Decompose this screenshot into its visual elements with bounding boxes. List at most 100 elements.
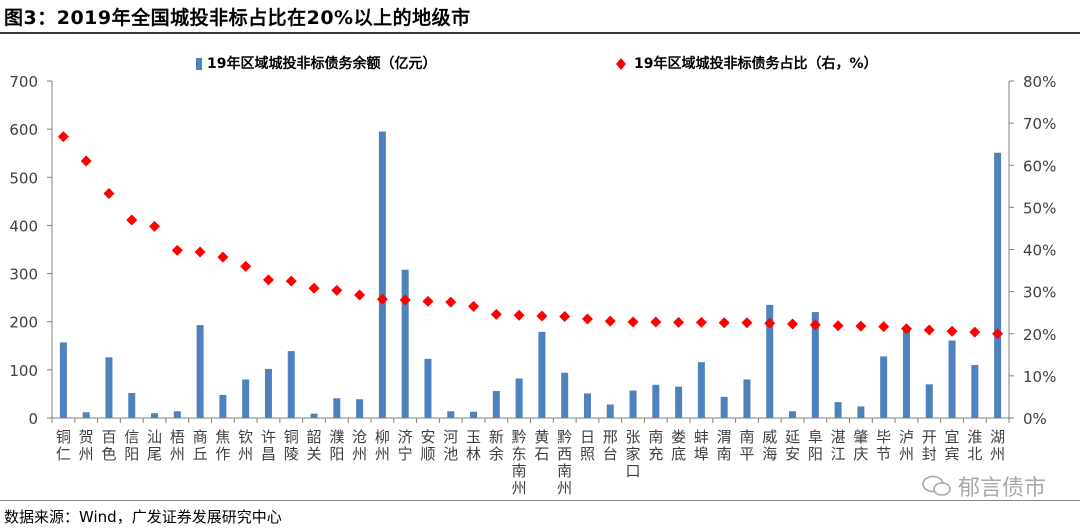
- bar-蚌埠: [697, 362, 705, 418]
- marker-信阳: [126, 214, 138, 226]
- marker-商丘: [194, 246, 206, 258]
- x-tick-label-邢台: 邢台: [603, 428, 618, 463]
- marker-沧州: [354, 289, 366, 301]
- x-tick-label-汕尾: 汕尾: [147, 428, 162, 463]
- bar-济宁: [401, 269, 409, 418]
- y-right-tick-label: 60%: [1023, 157, 1056, 175]
- y-left-tick-label: 400: [9, 217, 38, 235]
- x-tick-label-宜宾: 宜宾: [945, 428, 960, 463]
- x-tick-label-肇庆: 肇庆: [853, 428, 868, 463]
- bar-毕节: [880, 356, 888, 418]
- marker-韶关: [308, 282, 320, 294]
- x-tick-label-淮北: 淮北: [967, 428, 982, 463]
- x-tick-label-新余: 新余: [489, 428, 504, 463]
- x-tick-label-娄底: 娄底: [671, 428, 686, 463]
- bar-铜仁: [59, 342, 67, 418]
- y-left-tick-label: 0: [28, 410, 38, 428]
- marker-湛江: [832, 320, 844, 332]
- marker-蚌埠: [695, 316, 707, 328]
- y-right-tick-label: 30%: [1023, 284, 1056, 302]
- bar-威海: [766, 304, 774, 418]
- bar-濮阳: [333, 398, 341, 418]
- marker-黔东南州: [513, 309, 525, 321]
- x-tick-label-南平: 南平: [739, 428, 754, 463]
- axes: 0 100 200 300 400 500 600 700 0% 10% 20% 30% 40% 50% 6…: [9, 73, 1056, 428]
- marker-威海: [764, 317, 776, 329]
- bar-延安: [789, 411, 797, 418]
- marker-肇庆: [855, 320, 867, 332]
- chart-title: 图3：2019年全国城投非标占比在20%以上的地级市: [4, 7, 471, 29]
- x-tick-label-铜陵: 铜陵: [284, 428, 299, 463]
- x-tick-label-信阳: 信阳: [124, 428, 139, 463]
- x-tick-label-南充: 南充: [648, 428, 663, 463]
- x-tick-label-日照: 日照: [580, 428, 595, 463]
- marker-玉林: [468, 300, 480, 312]
- legend: 19年区域城投非标债务余额（亿元） 19年区域城投非标债务占比（右，%）: [196, 55, 878, 72]
- marker-日照: [581, 313, 593, 325]
- x-tick-label-黔西南州: 黔西南州: [557, 428, 572, 497]
- marker-淮北: [969, 326, 981, 338]
- x-tick-label-延安: 延安: [785, 428, 800, 463]
- source-note: 数据来源：Wind，广发证券发展研究中心: [4, 508, 282, 526]
- marker-济宁: [399, 294, 411, 306]
- bar-贺州: [82, 412, 90, 418]
- marker-邢台: [604, 315, 616, 327]
- x-tick-labels: 铜仁贺州百色信阳汕尾梧州商丘焦作钦州许昌铜陵韶关濮阳沧州柳州济宁安顺河池玉林新余…: [56, 428, 1005, 497]
- x-tick-label-沧州: 沧州: [352, 428, 367, 463]
- bar-汕尾: [151, 413, 159, 418]
- bar-渭南: [720, 396, 728, 418]
- y-right-tick-label: 40%: [1023, 242, 1056, 260]
- marker-钦州: [240, 260, 252, 272]
- marker-毕节: [878, 321, 890, 333]
- bar-河池: [447, 411, 455, 418]
- legend-swatch-bar: [196, 58, 202, 70]
- x-tick-label-铜仁: 铜仁: [56, 428, 71, 463]
- x-tick-label-泸州: 泸州: [899, 428, 914, 463]
- x-tick-label-阜阳: 阜阳: [808, 428, 823, 463]
- x-tick-label-济宁: 济宁: [398, 428, 413, 463]
- y-left-tick-label: 300: [9, 266, 38, 284]
- bar-黄石: [538, 331, 546, 418]
- wechat-icon: [922, 475, 951, 496]
- x-tick-label-钦州: 钦州: [238, 428, 253, 463]
- marker-延安: [787, 318, 799, 330]
- x-tick-label-许昌: 许昌: [261, 428, 276, 463]
- y-left-tick-label: 700: [9, 73, 38, 91]
- markers: [57, 131, 1004, 340]
- bar-娄底: [675, 386, 683, 418]
- bar-焦作: [219, 394, 227, 418]
- marker-渭南: [718, 317, 730, 329]
- bar-黔西南州: [561, 372, 569, 418]
- bar-钦州: [242, 379, 250, 418]
- marker-许昌: [262, 274, 274, 286]
- bar-湛江: [834, 402, 842, 418]
- x-tick-label-威海: 威海: [762, 428, 777, 463]
- marker-娄底: [673, 316, 685, 328]
- marker-开封: [923, 324, 935, 336]
- y-left-tick-label: 100: [9, 362, 38, 380]
- marker-铜陵: [285, 275, 297, 287]
- bar-肇庆: [857, 406, 865, 418]
- marker-河池: [445, 296, 457, 308]
- marker-黄石: [536, 310, 548, 322]
- x-tick-label-湖州: 湖州: [990, 428, 1005, 463]
- y-right-tick-label: 10%: [1023, 368, 1056, 386]
- bar-南充: [652, 384, 660, 418]
- bar-张家口: [629, 390, 637, 418]
- x-tick-label-商丘: 商丘: [193, 428, 208, 463]
- x-tick-label-百色: 百色: [101, 428, 116, 463]
- x-tick-label-玉林: 玉林: [466, 428, 481, 463]
- bar-宜宾: [948, 340, 956, 418]
- bar-泸州: [902, 326, 910, 418]
- y-left-tick-label: 200: [9, 314, 38, 332]
- y-left-tick-label: 500: [9, 169, 38, 187]
- marker-南平: [741, 317, 753, 329]
- bottom-rule: [0, 500, 1080, 501]
- y-right-tick-label: 50%: [1023, 199, 1056, 217]
- marker-柳州: [376, 293, 388, 305]
- bar-玉林: [470, 411, 478, 418]
- bar-湖州: [994, 152, 1002, 418]
- x-tick-label-梧州: 梧州: [170, 428, 185, 463]
- bar-梧州: [173, 411, 181, 418]
- x-tick-label-张家口: 张家口: [626, 428, 641, 480]
